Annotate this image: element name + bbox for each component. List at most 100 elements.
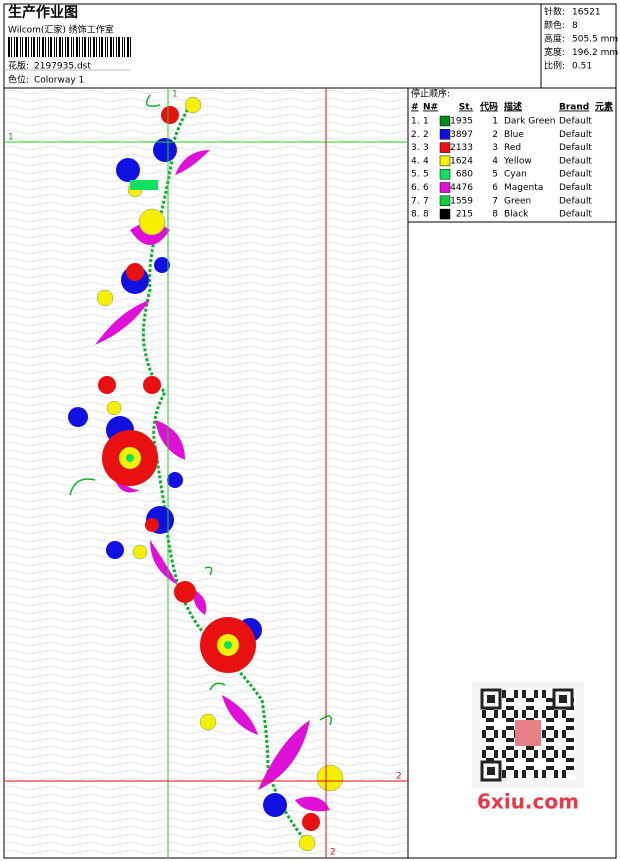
qr-cell [506, 726, 510, 730]
description: Black [504, 210, 529, 220]
bar [8, 37, 10, 57]
stitches: 1559 [450, 196, 473, 206]
column-header: # [411, 103, 419, 113]
bar [118, 37, 120, 57]
qr-cell [502, 690, 506, 694]
qr-cell [546, 706, 550, 710]
qr-cell [554, 730, 558, 734]
color-swatch [439, 168, 451, 180]
bar [76, 37, 78, 57]
qr-finder [559, 695, 567, 703]
bar [14, 37, 15, 57]
design-file: 2197935.dst [34, 62, 91, 72]
qr-cell [530, 698, 534, 702]
qr-cell [490, 726, 494, 730]
bar [65, 37, 66, 57]
description: Cyan [504, 170, 527, 180]
qr-cell [494, 710, 498, 714]
qr-cell [562, 714, 566, 718]
bar [90, 37, 91, 57]
qr-cell [494, 750, 498, 754]
color-swatch [439, 129, 451, 140]
bar [67, 37, 69, 57]
qr-cell [534, 710, 538, 714]
qr-cell [562, 710, 566, 714]
qr-cell [526, 698, 530, 702]
column-header: 描述 [504, 101, 522, 113]
brand: Default [559, 117, 592, 127]
qr-cell [490, 738, 494, 742]
bar [105, 37, 106, 57]
qr-cell [566, 738, 570, 742]
stitches: 215 [456, 210, 473, 220]
design-background [4, 88, 408, 858]
stitches: 680 [456, 170, 473, 180]
qr-cell [554, 770, 558, 774]
qr-cell [566, 766, 570, 770]
qr-cell [482, 714, 486, 718]
qr-code [472, 682, 584, 788]
code: 4 [492, 156, 498, 166]
code: 6 [492, 183, 498, 193]
bar [16, 37, 18, 57]
column-header: Brand [559, 103, 589, 113]
qr-cell [514, 710, 518, 714]
bar [59, 37, 61, 57]
row-num: 3. [411, 143, 420, 153]
embroidery-design [68, 94, 344, 852]
qr-cell [502, 730, 506, 734]
stop-num: 6 [423, 183, 429, 193]
qr-cell [542, 690, 546, 694]
qr-cell [510, 746, 514, 750]
code: 3 [492, 143, 498, 153]
qr-cell [530, 766, 534, 770]
qr-cell [550, 746, 554, 750]
bar [88, 37, 89, 57]
code: 8 [492, 210, 498, 220]
qr-cell [486, 738, 490, 742]
qr-cell [566, 758, 570, 762]
qr-cell [506, 738, 510, 742]
bar [25, 37, 27, 57]
stop-num: 7 [423, 196, 429, 206]
bar [113, 37, 114, 57]
qr-cell [502, 770, 506, 774]
qr-cell [510, 698, 514, 702]
qr-cell [522, 754, 526, 758]
bar [37, 37, 38, 57]
stop-num: 3 [423, 143, 429, 153]
qr-cell [510, 706, 514, 710]
bar [28, 37, 29, 57]
qr-cell [530, 746, 534, 750]
qr-cell [514, 714, 518, 718]
qr-cell [534, 690, 538, 694]
info-value: 8 [572, 21, 578, 31]
qr-cell [542, 750, 546, 754]
qr-cell [510, 718, 514, 722]
bar [11, 37, 12, 57]
color-swatch [439, 195, 451, 207]
code: 7 [492, 196, 498, 206]
title: 生产作业图 [8, 4, 78, 21]
qr-cell [482, 754, 486, 758]
bar [22, 37, 23, 57]
qr-cell [522, 770, 526, 774]
qr-cell [490, 758, 494, 762]
qr-cell [550, 718, 554, 722]
bar [79, 37, 80, 57]
qr-cell [506, 698, 510, 702]
brand: Default [559, 196, 592, 206]
bar [48, 37, 49, 57]
bar [124, 37, 125, 57]
qr-cell [542, 730, 546, 734]
qr-cell [534, 750, 538, 754]
qr-cell [546, 758, 550, 762]
bar [50, 37, 52, 57]
info-value: 0.51 [572, 62, 592, 72]
qr-cell [550, 706, 554, 710]
qr-cell [566, 746, 570, 750]
description: Dark Green [504, 117, 555, 127]
row-num: 7. [411, 196, 420, 206]
